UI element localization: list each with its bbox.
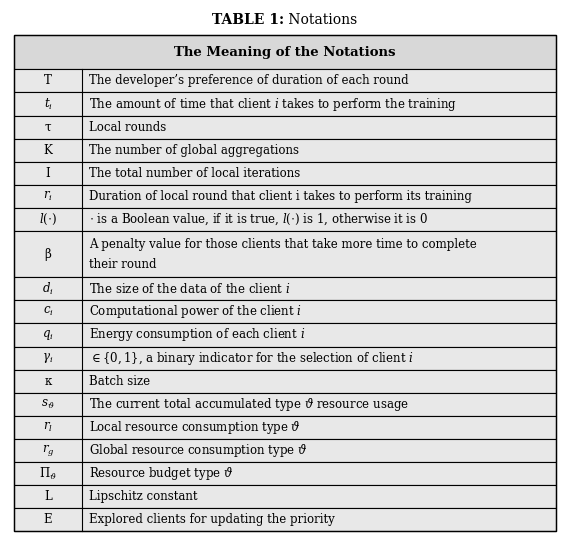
Bar	[14, 300, 556, 324]
Text: $q_i$: $q_i$	[42, 328, 54, 342]
Text: TABLE 1:: TABLE 1:	[212, 13, 284, 27]
Text: Lipschitz constant: Lipschitz constant	[89, 490, 197, 503]
Bar	[14, 485, 556, 508]
Text: $\cdot$ is a Boolean value, if it is true, $l(\cdot)$ is 1, otherwise it is 0: $\cdot$ is a Boolean value, if it is tru…	[89, 212, 428, 227]
Text: Explored clients for updating the priority: Explored clients for updating the priori…	[89, 513, 335, 527]
Bar	[14, 185, 556, 208]
Text: Local resource consumption type $\vartheta$: Local resource consumption type $\varthe…	[89, 419, 300, 436]
Bar	[14, 69, 556, 92]
Bar	[14, 231, 556, 277]
Bar	[14, 347, 556, 370]
Text: $l(\cdot)$: $l(\cdot)$	[39, 212, 57, 227]
Text: The current total accumulated type $\vartheta$ resource usage: The current total accumulated type $\var…	[89, 396, 408, 413]
Text: $\in \{0, 1\}$, a binary indicator for the selection of client $i$: $\in \{0, 1\}$, a binary indicator for t…	[89, 350, 414, 366]
Bar	[14, 508, 556, 531]
Text: The developer’s preference of duration of each round: The developer’s preference of duration o…	[89, 74, 408, 88]
Text: L: L	[44, 490, 52, 503]
Bar	[14, 162, 556, 185]
Bar	[14, 208, 556, 231]
Text: The size of the data of the client $i$: The size of the data of the client $i$	[89, 282, 290, 296]
Text: $r_g$: $r_g$	[42, 443, 55, 458]
Text: $\Pi_\vartheta$: $\Pi_\vartheta$	[39, 466, 57, 482]
Bar	[14, 439, 556, 462]
Text: E: E	[44, 513, 52, 527]
Text: T: T	[44, 74, 52, 88]
Bar	[14, 416, 556, 439]
Text: $\gamma_i$: $\gamma_i$	[43, 351, 53, 365]
Text: β: β	[45, 248, 52, 261]
Text: $c_i$: $c_i$	[43, 305, 53, 318]
Text: Duration of local round that client i takes to perform its training: Duration of local round that client i ta…	[89, 190, 471, 203]
Text: I: I	[45, 167, 51, 180]
Text: Local rounds: Local rounds	[89, 121, 166, 134]
Bar	[14, 139, 556, 162]
Text: Energy consumption of each client $i$: Energy consumption of each client $i$	[89, 326, 305, 343]
Text: The number of global aggregations: The number of global aggregations	[89, 144, 299, 156]
Text: $t_i$: $t_i$	[44, 97, 52, 112]
Bar	[14, 277, 556, 300]
Text: their round: their round	[89, 258, 156, 271]
Bar	[14, 115, 556, 139]
Text: $d_i$: $d_i$	[42, 281, 54, 297]
Bar	[14, 392, 556, 416]
Text: τ: τ	[45, 121, 51, 134]
Bar	[14, 462, 556, 485]
Text: $r_i$: $r_i$	[43, 190, 53, 203]
Text: Notations: Notations	[284, 13, 357, 27]
Text: $r_l$: $r_l$	[43, 421, 53, 434]
Bar	[14, 92, 556, 115]
Text: K: K	[44, 144, 52, 156]
Text: The Meaning of the Notations: The Meaning of the Notations	[174, 45, 395, 59]
Text: Resource budget type $\vartheta$: Resource budget type $\vartheta$	[89, 465, 233, 482]
Text: Computational power of the client $i$: Computational power of the client $i$	[89, 303, 302, 320]
Text: A penalty value for those clients that take more time to complete: A penalty value for those clients that t…	[89, 238, 477, 252]
Text: κ: κ	[44, 375, 52, 388]
Bar	[14, 370, 556, 392]
Text: The amount of time that client $i$ takes to perform the training: The amount of time that client $i$ takes…	[89, 96, 457, 113]
Text: $s_\vartheta$: $s_\vartheta$	[41, 398, 55, 411]
Bar	[14, 324, 556, 347]
Text: Batch size: Batch size	[89, 375, 150, 388]
Text: The total number of local iterations: The total number of local iterations	[89, 167, 300, 180]
Bar	[14, 35, 556, 69]
Text: Global resource consumption type $\vartheta$: Global resource consumption type $\varth…	[89, 442, 307, 459]
